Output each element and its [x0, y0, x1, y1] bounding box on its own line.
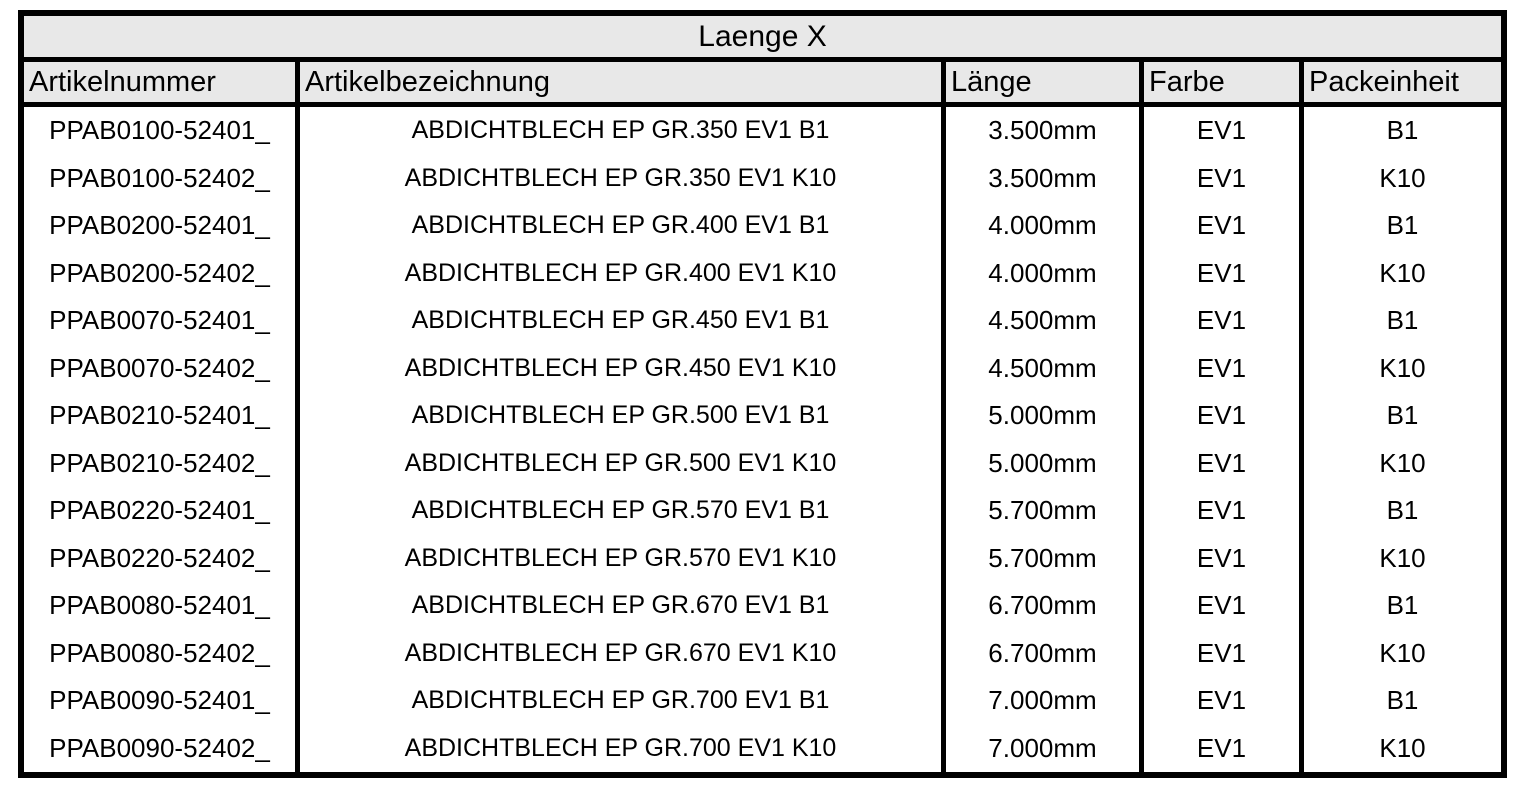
cell-farbe: EV1	[1144, 249, 1304, 297]
table-row: PPAB0210-52401_ ABDICHTBLECH EP GR.500 E…	[24, 392, 1501, 440]
cell-artikelbezeichnung: ABDICHTBLECH EP GR.570 EV1 B1	[300, 487, 946, 535]
cell-packeinheit: K10	[1379, 352, 1426, 383]
cell-packeinheit: B1	[1386, 115, 1419, 146]
cell-artikelnummer: PPAB0210-52401_	[24, 392, 300, 440]
cell-laenge: 5.700mm	[946, 487, 1144, 535]
cell-artikelnummer: PPAB0220-52402_	[24, 534, 300, 582]
cell-packeinheit: B1	[1386, 590, 1419, 621]
table-row: PPAB0220-52401_ ABDICHTBLECH EP GR.570 E…	[24, 487, 1501, 535]
table-header-row: Artikelnummer Artikelbezeichnung Länge F…	[24, 62, 1501, 107]
cell-packeinheit: B1	[1386, 495, 1419, 526]
table-row: PPAB0100-52401_ ABDICHTBLECH EP GR.350 E…	[24, 107, 1501, 155]
table-title: Laenge X	[698, 19, 827, 53]
cell-laenge: 7.000mm	[946, 724, 1144, 772]
cell-packeinheit: B1	[1386, 210, 1419, 241]
cell-packeinheit: K10	[1379, 542, 1426, 573]
cell-packeinheit: K10	[1379, 257, 1426, 288]
cell-farbe: EV1	[1144, 202, 1304, 250]
table-row: PPAB0200-52402_ ABDICHTBLECH EP GR.400 E…	[24, 249, 1501, 297]
cell-artikelnummer: PPAB0070-52401_	[24, 297, 300, 345]
table-row: PPAB0200-52401_ ABDICHTBLECH EP GR.400 E…	[24, 202, 1501, 250]
cell-packeinheit: B1	[1386, 685, 1419, 716]
cell-laenge: 6.700mm	[946, 582, 1144, 630]
table-row: PPAB0070-52401_ ABDICHTBLECH EP GR.450 E…	[24, 297, 1501, 345]
cell-laenge: 6.700mm	[946, 629, 1144, 677]
cell-artikelbezeichnung: ABDICHTBLECH EP GR.450 EV1 B1	[300, 297, 946, 345]
table-row: PPAB0080-52402_ ABDICHTBLECH EP GR.670 E…	[24, 629, 1501, 677]
cell-laenge: 3.500mm	[946, 154, 1144, 202]
cell-artikelbezeichnung: ABDICHTBLECH EP GR.400 EV1 B1	[300, 202, 946, 250]
cell-farbe: EV1	[1144, 297, 1304, 345]
cell-laenge: 4.500mm	[946, 344, 1144, 392]
cell-laenge: 4.000mm	[946, 202, 1144, 250]
table-row: PPAB0210-52402_ ABDICHTBLECH EP GR.500 E…	[24, 439, 1501, 487]
cell-artikelnummer: PPAB0220-52401_	[24, 487, 300, 535]
table-row: PPAB0100-52402_ ABDICHTBLECH EP GR.350 E…	[24, 154, 1501, 202]
cell-farbe: EV1	[1144, 392, 1304, 440]
cell-artikelnummer: PPAB0080-52402_	[24, 629, 300, 677]
cell-packeinheit: K10	[1379, 162, 1426, 193]
cell-farbe: EV1	[1144, 344, 1304, 392]
cell-farbe: EV1	[1144, 677, 1304, 725]
cell-artikelnummer: PPAB0100-52401_	[24, 107, 300, 155]
cell-artikelnummer: PPAB0070-52402_	[24, 344, 300, 392]
table-row: PPAB0080-52401_ ABDICHTBLECH EP GR.670 E…	[24, 582, 1501, 630]
table-row: PPAB0220-52402_ ABDICHTBLECH EP GR.570 E…	[24, 534, 1501, 582]
cell-artikelnummer: PPAB0210-52402_	[24, 439, 300, 487]
table-row: PPAB0070-52402_ ABDICHTBLECH EP GR.450 E…	[24, 344, 1501, 392]
cell-artikelnummer: PPAB0200-52402_	[24, 249, 300, 297]
cell-farbe: EV1	[1144, 154, 1304, 202]
cell-artikelbezeichnung: ABDICHTBLECH EP GR.670 EV1 K10	[300, 629, 946, 677]
column-header-laenge: Länge	[946, 62, 1144, 102]
cell-artikelbezeichnung: ABDICHTBLECH EP GR.350 EV1 B1	[300, 107, 946, 155]
cell-artikelnummer: PPAB0090-52402_	[24, 724, 300, 772]
table-body: PPAB0100-52401_ ABDICHTBLECH EP GR.350 E…	[24, 107, 1501, 772]
cell-artikelbezeichnung: ABDICHTBLECH EP GR.700 EV1 B1	[300, 677, 946, 725]
cell-laenge: 5.000mm	[946, 392, 1144, 440]
cell-packeinheit: K10	[1379, 447, 1426, 478]
table-row: PPAB0090-52401_ ABDICHTBLECH EP GR.700 E…	[24, 677, 1501, 725]
cell-farbe: EV1	[1144, 107, 1304, 155]
cell-farbe: EV1	[1144, 582, 1304, 630]
cell-farbe: EV1	[1144, 487, 1304, 535]
column-header-packeinheit: Packeinheit	[1309, 65, 1459, 98]
cell-packeinheit: K10	[1379, 637, 1426, 668]
cell-artikelnummer: PPAB0100-52402_	[24, 154, 300, 202]
cell-artikelnummer: PPAB0080-52401_	[24, 582, 300, 630]
cell-artikelnummer: PPAB0200-52401_	[24, 202, 300, 250]
cell-farbe: EV1	[1144, 534, 1304, 582]
cell-packeinheit: B1	[1386, 305, 1419, 336]
cell-artikelnummer: PPAB0090-52401_	[24, 677, 300, 725]
table-title-row: Laenge X	[24, 16, 1501, 62]
cell-farbe: EV1	[1144, 439, 1304, 487]
cell-artikelbezeichnung: ABDICHTBLECH EP GR.450 EV1 K10	[300, 344, 946, 392]
cell-farbe: EV1	[1144, 629, 1304, 677]
article-table: Laenge X Artikelnummer Artikelbezeichnun…	[18, 10, 1507, 778]
cell-artikelbezeichnung: ABDICHTBLECH EP GR.700 EV1 K10	[300, 724, 946, 772]
cell-farbe: EV1	[1144, 724, 1304, 772]
cell-laenge: 3.500mm	[946, 107, 1144, 155]
cell-laenge: 4.000mm	[946, 249, 1144, 297]
cell-packeinheit: K10	[1379, 732, 1426, 763]
column-header-farbe: Farbe	[1144, 62, 1304, 102]
cell-laenge: 7.000mm	[946, 677, 1144, 725]
column-header-artikelbezeichnung: Artikelbezeichnung	[300, 62, 946, 102]
cell-packeinheit: B1	[1386, 400, 1419, 431]
cell-laenge: 4.500mm	[946, 297, 1144, 345]
cell-artikelbezeichnung: ABDICHTBLECH EP GR.570 EV1 K10	[300, 534, 946, 582]
cell-artikelbezeichnung: ABDICHTBLECH EP GR.670 EV1 B1	[300, 582, 946, 630]
cell-laenge: 5.000mm	[946, 439, 1144, 487]
cell-artikelbezeichnung: ABDICHTBLECH EP GR.400 EV1 K10	[300, 249, 946, 297]
table-row: PPAB0090-52402_ ABDICHTBLECH EP GR.700 E…	[24, 724, 1501, 772]
cell-artikelbezeichnung: ABDICHTBLECH EP GR.500 EV1 B1	[300, 392, 946, 440]
cell-artikelbezeichnung: ABDICHTBLECH EP GR.500 EV1 K10	[300, 439, 946, 487]
column-header-artikelnummer: Artikelnummer	[24, 62, 300, 102]
cell-artikelbezeichnung: ABDICHTBLECH EP GR.350 EV1 K10	[300, 154, 946, 202]
cell-laenge: 5.700mm	[946, 534, 1144, 582]
